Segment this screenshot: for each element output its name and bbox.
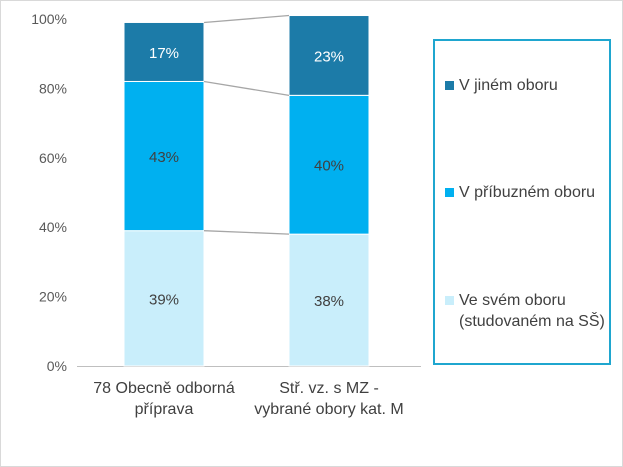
data-label: 38% <box>314 293 344 310</box>
y-tick-label: 100% <box>31 11 67 27</box>
bar-segment <box>123 230 205 367</box>
series-line <box>203 14 290 24</box>
series-line <box>203 80 290 96</box>
legend-label: V jiném oboru <box>459 77 558 94</box>
legend-swatch <box>445 81 454 90</box>
x-category-label: Stř. vz. s MZ - <box>279 380 379 397</box>
legend-label: V příbuzném oboru <box>459 184 596 201</box>
y-tick-label: 40% <box>39 219 67 235</box>
legend-item: V jiném oboru <box>445 75 605 96</box>
legend-swatch <box>445 296 454 305</box>
x-category-label: příprava <box>135 401 194 418</box>
legend-item: Ve svém oboru (studovaném na SŠ) <box>445 290 605 332</box>
data-label: 39% <box>149 291 179 308</box>
x-category-label: 78 Obecně odborná <box>93 380 235 397</box>
bar-segment <box>288 15 370 96</box>
data-label: 17% <box>149 45 179 62</box>
bar-segment <box>288 233 370 367</box>
y-tick-label: 20% <box>39 289 67 305</box>
data-label: 23% <box>314 48 344 65</box>
legend: V jiném oboru V příbuzném oboru Ve svém ob… <box>433 39 611 365</box>
y-tick-label: 60% <box>39 150 67 166</box>
legend-item: V příbuzném oboru <box>445 182 605 203</box>
data-label: 40% <box>314 158 344 175</box>
data-label: 43% <box>149 149 179 166</box>
bar-segment <box>123 21 205 82</box>
y-tick-label: 0% <box>47 358 67 374</box>
legend-label: Ve svém oboru <box>459 292 566 309</box>
legend-swatch <box>445 188 454 197</box>
series-line <box>203 230 290 235</box>
x-category-label: vybrané obory kat. M <box>254 401 403 418</box>
legend-label: (studovaném na SŠ) <box>459 313 605 330</box>
bar-segment <box>123 80 205 232</box>
y-tick-label: 80% <box>39 80 67 96</box>
